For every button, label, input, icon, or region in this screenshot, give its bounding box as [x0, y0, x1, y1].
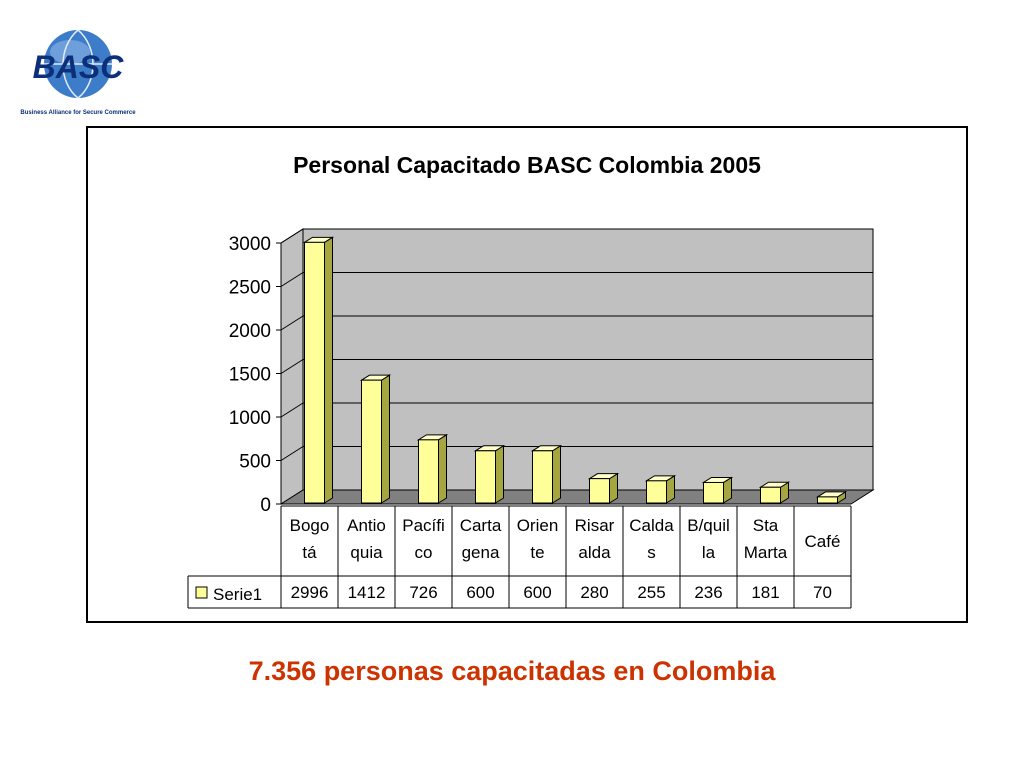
x-category-label: Antio [347, 516, 386, 535]
legend-label: Serie1 [213, 585, 262, 604]
bar [646, 480, 667, 504]
data-table-value: 726 [409, 583, 437, 602]
y-tick-label: 500 [239, 452, 271, 473]
x-category-label: Orien [517, 516, 559, 535]
bar-side [324, 236, 333, 504]
bar [589, 478, 610, 504]
data-table-value: 236 [694, 583, 722, 602]
gridline-side [280, 446, 304, 461]
bar [760, 486, 781, 504]
y-tick-label: 1000 [229, 408, 271, 429]
x-category-label: gena [462, 543, 500, 562]
gridline-side [280, 402, 304, 418]
data-table-value: 280 [580, 583, 608, 602]
chart-title: Personal Capacitado BASC Colombia 2005 [293, 152, 761, 178]
gridline-side [280, 228, 304, 244]
bar-chart: 0 500 1000 1500 2000 2500 3000 Bogo tá Antio quia P… [187, 228, 875, 609]
x-category-label: Risar [575, 516, 615, 535]
x-category-label: tá [302, 543, 317, 562]
bar-side [552, 444, 561, 504]
summary-caption: 7.356 personas capacitadas en Colombia [248, 656, 776, 686]
data-table-value: 600 [523, 583, 551, 602]
x-category-label: s [647, 543, 656, 562]
chart-container: Personal Capacitado BASC Colombia 2005 0… [86, 126, 968, 623]
bar-side [381, 374, 390, 504]
globe-highlight [50, 40, 90, 64]
gridline-side [280, 272, 304, 287]
y-tick-label: 0 [260, 495, 271, 516]
bar [703, 481, 724, 504]
bar-side [438, 433, 447, 504]
logo-tagline: Business Alliance for Secure Commerce [20, 110, 136, 116]
x-category-label: alda [578, 543, 611, 562]
data-table-value: 181 [751, 583, 779, 602]
bar [304, 241, 325, 504]
data-table-value: 70 [813, 583, 832, 602]
data-table-value: 2996 [291, 583, 329, 602]
x-category-label: Pacífi [402, 516, 445, 535]
bar [475, 450, 496, 504]
y-tick-label: 3000 [229, 234, 271, 255]
x-category-label: quia [350, 543, 383, 562]
x-category-label: Marta [744, 543, 788, 562]
y-tick-label: 2000 [229, 321, 271, 342]
bar [532, 450, 553, 504]
x-category-label: Café [805, 532, 841, 551]
data-table-value: 1412 [348, 583, 386, 602]
x-category-label: B/quil [687, 516, 730, 535]
basc-logo: BASC Business Alliance for Secure Commer… [20, 29, 136, 116]
legend-key [195, 586, 208, 599]
logo-wordmark: BASC [33, 49, 125, 85]
x-category-label: Sta [753, 516, 779, 535]
x-category-label: Bogo [290, 516, 330, 535]
x-category-label: te [530, 543, 544, 562]
gridline-side [280, 315, 304, 331]
data-table-value: 600 [466, 583, 494, 602]
bar [418, 439, 439, 504]
x-category-label: Carta [460, 516, 502, 535]
bar [817, 496, 838, 504]
gridline-side [280, 359, 304, 374]
y-tick-label: 2500 [229, 278, 271, 299]
y-tick-label: 1500 [229, 365, 271, 386]
x-category-label: la [702, 543, 716, 562]
x-category-label: Calda [629, 516, 674, 535]
bar-side [495, 444, 504, 504]
x-category-label: co [415, 543, 433, 562]
bar [361, 379, 382, 504]
data-table-value: 255 [637, 583, 665, 602]
